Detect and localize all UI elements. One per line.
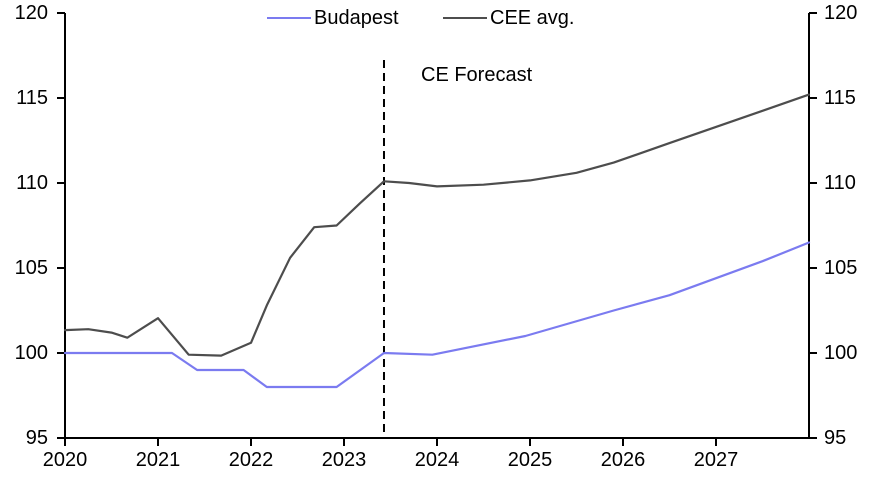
y-axis-label-right-110: 110: [824, 172, 856, 194]
x-axis-label-2022: 2022: [228, 449, 274, 471]
y-axis-label-right-120: 120: [824, 2, 858, 24]
legend-label-budapest: Budapest: [314, 7, 399, 29]
forecast-annotation: CE Forecast: [421, 64, 533, 86]
y-axis-label-left-110: 110: [16, 172, 48, 194]
budapest-line: [63, 241, 811, 389]
y-axis-label-left-120: 120: [14, 2, 48, 24]
legend-item-cee-avg: CEE avg.: [443, 6, 574, 30]
y-axis-label-left-115: 115: [16, 87, 48, 109]
cee-avg-line: [63, 93, 811, 357]
y-axis-label-left-95: 95: [25, 427, 48, 449]
y-axis-label-right-100: 100: [824, 342, 858, 364]
y-axis-label-left-100: 100: [14, 342, 48, 364]
legend-label-cee-avg: CEE avg.: [490, 7, 575, 29]
cee-avg-legend-line-icon: [443, 17, 487, 19]
y-axis-label-right-95: 95: [824, 427, 847, 449]
y-axis-label-right-105: 105: [824, 257, 858, 279]
budapest-legend-line-icon: [267, 17, 311, 19]
x-axis-label-2025: 2025: [507, 449, 553, 471]
y-axis-label-right-115: 115: [824, 87, 856, 109]
x-axis-label-2027: 2027: [693, 449, 739, 471]
x-axis-label-2020: 2020: [42, 449, 88, 471]
x-axis-label-2024: 2024: [414, 449, 460, 471]
legend-item-budapest: Budapest: [267, 6, 399, 30]
x-axis-label-2021: 2021: [135, 449, 181, 471]
y-axis-label-left-105: 105: [14, 257, 48, 279]
x-axis-label-2026: 2026: [600, 449, 646, 471]
x-axis-label-2023: 2023: [321, 449, 367, 471]
